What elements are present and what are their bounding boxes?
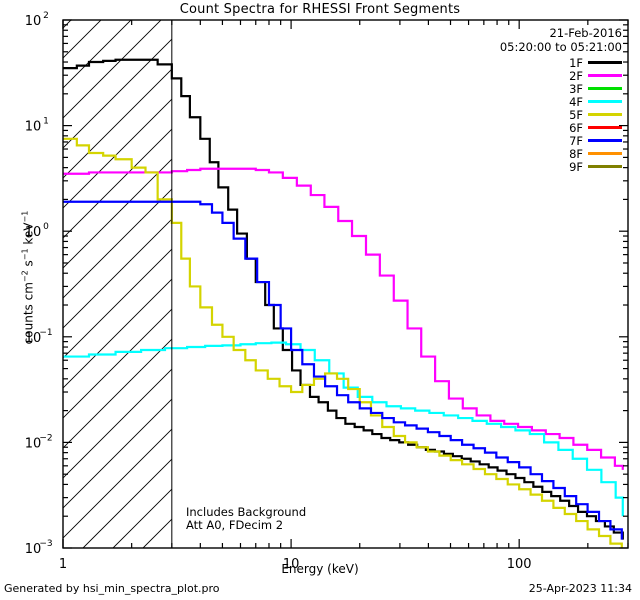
svg-text:1: 1: [43, 117, 49, 127]
y-tick-label: 10−3: [25, 539, 53, 557]
svg-text:10: 10: [25, 225, 42, 240]
legend-item-3f: 3F: [569, 81, 622, 96]
legend-color-swatch: [588, 87, 622, 90]
plot-frame: [62, 19, 629, 549]
legend-item-1f: 1F: [569, 55, 622, 70]
legend-item-5f: 5F: [569, 107, 622, 122]
svg-text:10: 10: [25, 14, 42, 29]
legend-item-4f: 4F: [569, 94, 622, 109]
series-line-4f: [63, 341, 624, 517]
observation-time-range: 05:20:00 to 05:21:00: [499, 40, 622, 54]
y-tick-label: 10 0: [25, 222, 49, 240]
svg-text:10: 10: [25, 542, 42, 557]
svg-text:10: 10: [25, 331, 42, 346]
y-tick-label: 10 2: [25, 11, 49, 29]
x-tick-label: 1: [59, 557, 67, 572]
legend-label: 8F: [569, 146, 583, 161]
footer-generator: Generated by hsi_min_spectra_plot.pro: [4, 582, 220, 595]
hatched-exclusion-region: [63, 20, 172, 548]
x-tick-label: 100: [507, 557, 532, 572]
plot-annotation: Includes Background Att A0, FDecim 2: [186, 506, 306, 532]
legend-color-swatch: [588, 165, 622, 168]
svg-text:10: 10: [25, 436, 42, 451]
legend-color-swatch: [588, 74, 622, 77]
legend-item-8f: 8F: [569, 146, 622, 161]
legend-color-swatch: [588, 152, 622, 155]
legend: 1F 2F 3F 4F 5F 6F 7F 8F 9F: [569, 55, 622, 174]
legend-color-swatch: [588, 139, 622, 142]
legend-item-6f: 6F: [569, 120, 622, 135]
legend-item-2f: 2F: [569, 68, 622, 83]
svg-text:−3: −3: [39, 539, 52, 549]
legend-label: 4F: [569, 94, 583, 109]
observation-date: 21-Feb-2016: [549, 26, 622, 40]
annotation-line-1: Includes Background: [186, 505, 307, 519]
page-title: Count Spectra for RHESSI Front Segments: [179, 2, 461, 17]
svg-text:0: 0: [43, 222, 49, 232]
svg-text:2: 2: [43, 11, 49, 21]
svg-text:−1: −1: [39, 328, 52, 338]
legend-label: 1F: [569, 55, 583, 70]
legend-item-9f: 9F: [569, 159, 622, 174]
legend-label: 6F: [569, 120, 583, 135]
legend-color-swatch: [588, 100, 622, 103]
series-line-1f: [63, 58, 624, 540]
footer-timestamp: 25-Apr-2023 11:34: [528, 582, 632, 595]
annotation-line-2: Att A0, FDecim 2: [186, 518, 284, 532]
legend-item-7f: 7F: [569, 133, 622, 148]
series-line-2f: [63, 167, 624, 470]
legend-color-swatch: [588, 61, 622, 64]
x-tick-label: 10: [283, 557, 300, 572]
observation-datetime: 21-Feb-2016 05:20:00 to 05:21:00: [500, 26, 622, 54]
legend-label: 5F: [569, 107, 583, 122]
legend-color-swatch: [588, 113, 622, 116]
y-tick-label: 10 1: [25, 117, 49, 135]
legend-label: 2F: [569, 68, 583, 83]
series-line-7f: [63, 200, 623, 540]
x-axis-label: Energy (keV): [281, 562, 359, 576]
svg-text:10: 10: [25, 120, 42, 135]
legend-label: 3F: [569, 81, 583, 96]
legend-label: 9F: [569, 159, 583, 174]
legend-label: 7F: [569, 133, 583, 148]
y-tick-label: 10−2: [25, 433, 53, 451]
y-tick-label: 10−1: [25, 328, 53, 346]
legend-color-swatch: [588, 126, 622, 129]
svg-text:−2: −2: [39, 433, 52, 443]
